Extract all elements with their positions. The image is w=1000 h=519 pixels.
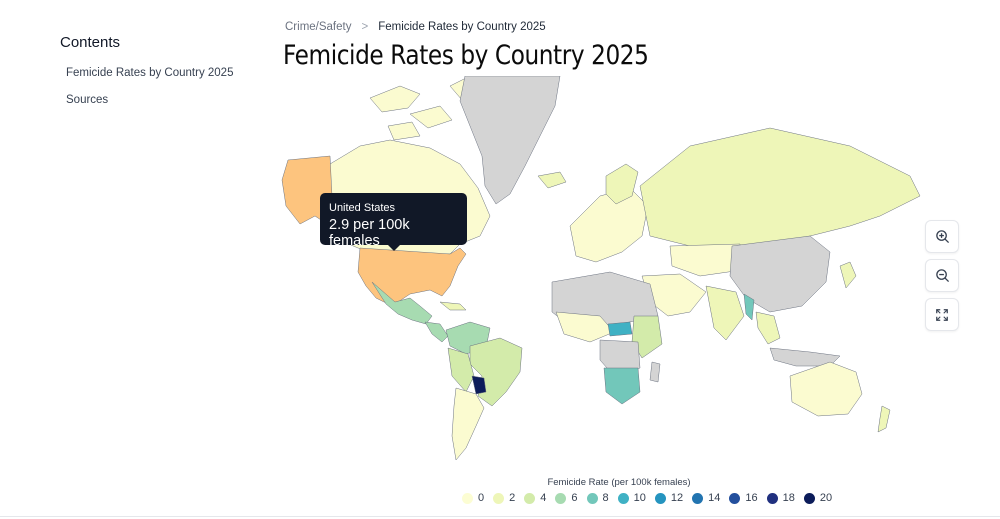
- legend-item: 6: [555, 492, 578, 504]
- legend-item: 10: [617, 492, 646, 504]
- legend-label: 14: [708, 492, 721, 504]
- contents-heading: Contents: [60, 34, 121, 51]
- legend-item: 0: [462, 492, 484, 504]
- legend-item: 18: [766, 492, 795, 504]
- legend-item: 4: [524, 492, 546, 504]
- breadcrumb-separator: >: [361, 21, 369, 33]
- legend-item: 12: [654, 492, 684, 504]
- page-title: Femicide Rates by Country 2025: [283, 40, 649, 71]
- tooltip-country-name: United States: [329, 202, 396, 214]
- country-madagascar[interactable]: [649, 361, 661, 383]
- country-china[interactable]: [729, 235, 831, 313]
- legend-label: 12: [670, 492, 684, 504]
- toc-link-femicide-rates[interactable]: Femicide Rates by Country 2025: [66, 67, 234, 79]
- legend-item: 20: [803, 492, 833, 504]
- country-brazil[interactable]: [469, 337, 523, 407]
- country-south-africa[interactable]: [603, 367, 641, 405]
- country-canada-arctic-islands[interactable]: [369, 77, 481, 141]
- country-india[interactable]: [705, 285, 745, 341]
- map-legend: Femicide Rate (per 100k females) 0 2 4 6…: [462, 477, 832, 504]
- region-central-asia[interactable]: [669, 243, 743, 277]
- zoom-in-button[interactable]: [925, 220, 959, 253]
- breadcrumb-current: Femicide Rates by Country 2025: [378, 21, 546, 33]
- map-svg[interactable]: [270, 75, 930, 466]
- world-choropleth-map[interactable]: [270, 75, 930, 466]
- table-of-contents: Contents Femicide Rates by Country 2025 …: [60, 34, 260, 121]
- region-europe[interactable]: [569, 187, 649, 263]
- legend-label: 0: [478, 492, 485, 504]
- legend-label: 20: [819, 492, 833, 504]
- country-argentina-chile[interactable]: [451, 387, 485, 461]
- legend-swatch: [692, 492, 704, 504]
- legend-label: 2: [509, 492, 516, 504]
- legend-label: 6: [571, 492, 578, 504]
- legend-item: 14: [692, 492, 720, 504]
- fullscreen-icon: [936, 308, 948, 321]
- country-greenland[interactable]: [459, 75, 561, 205]
- breadcrumb: Crime/Safety > Femicide Rates by Country…: [285, 21, 546, 33]
- region-scandinavia[interactable]: [605, 163, 639, 205]
- region-southeast-asia[interactable]: [755, 311, 781, 345]
- legend-item: 8: [586, 492, 609, 504]
- country-paraguay[interactable]: [471, 375, 487, 395]
- fullscreen-button[interactable]: [925, 298, 959, 331]
- zoom-in-icon: [935, 230, 949, 244]
- country-iceland[interactable]: [537, 171, 567, 189]
- country-tooltip: United States 2.9 per 100k females: [320, 193, 467, 251]
- country-central-america[interactable]: [424, 321, 449, 343]
- legend-swatch: [555, 492, 567, 504]
- legend-swatch: [803, 492, 815, 504]
- country-united-states[interactable]: [357, 247, 467, 307]
- legend-label: 16: [745, 492, 758, 504]
- toc-link-sources[interactable]: Sources: [66, 94, 109, 106]
- country-peru-bolivia[interactable]: [447, 347, 475, 393]
- zoom-out-button[interactable]: [925, 259, 959, 292]
- legend-swatch: [493, 492, 505, 504]
- legend-swatch: [766, 492, 778, 504]
- legend-items: 0 2 4 6 8 10 12 14 16 18 20: [462, 492, 832, 504]
- legend-swatch: [654, 492, 666, 504]
- country-australia[interactable]: [789, 361, 863, 417]
- legend-swatch: [617, 492, 629, 504]
- legend-label: 4: [540, 492, 547, 504]
- country-mexico[interactable]: [371, 281, 433, 325]
- country-myanmar[interactable]: [743, 293, 755, 321]
- legend-label: 18: [782, 492, 795, 504]
- map-controls: [925, 220, 959, 337]
- page-bottom-divider: [0, 516, 1000, 517]
- country-new-zealand[interactable]: [877, 405, 891, 433]
- legend-label: 10: [633, 492, 646, 504]
- legend-swatch: [524, 492, 536, 504]
- legend-item: 2: [493, 492, 515, 504]
- legend-swatch: [729, 492, 741, 504]
- tooltip-value: 2.9 per 100k females: [329, 217, 410, 249]
- legend-swatch: [586, 492, 598, 504]
- country-russia[interactable]: [639, 127, 921, 247]
- breadcrumb-parent-link[interactable]: Crime/Safety: [285, 21, 352, 33]
- region-east-africa[interactable]: [631, 315, 663, 359]
- country-alaska[interactable]: [281, 155, 333, 227]
- legend-title: Femicide Rate (per 100k females): [547, 477, 691, 488]
- country-caribbean[interactable]: [439, 301, 467, 311]
- legend-item: 16: [729, 492, 758, 504]
- legend-label: 8: [602, 492, 609, 504]
- zoom-out-icon: [935, 269, 949, 283]
- country-central-african-republic[interactable]: [607, 321, 633, 337]
- legend-swatch: [462, 492, 473, 504]
- region-west-africa[interactable]: [555, 311, 615, 343]
- country-japan[interactable]: [839, 261, 857, 289]
